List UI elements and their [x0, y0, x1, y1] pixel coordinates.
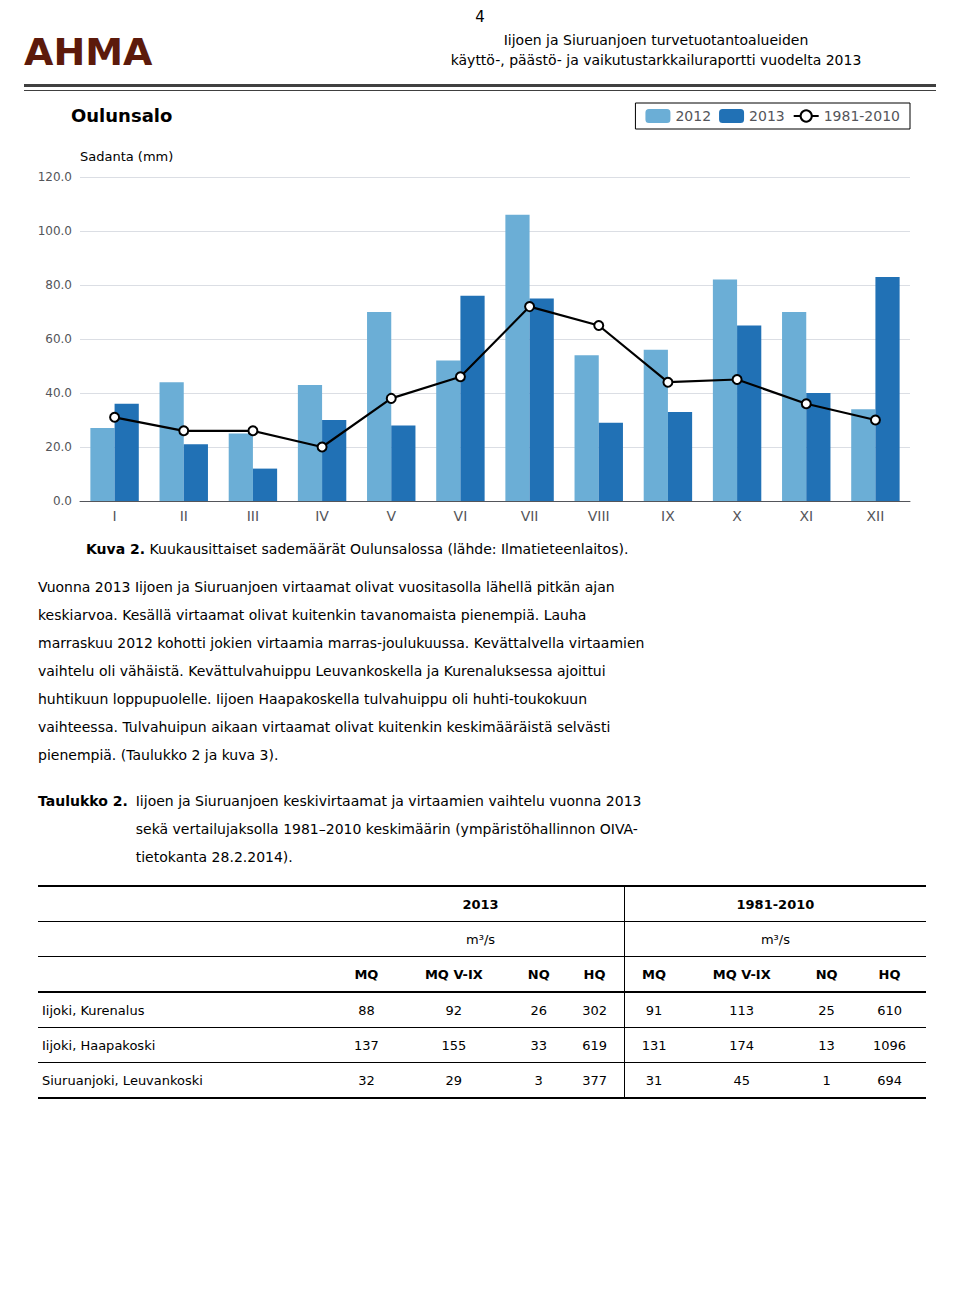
svg-text:20.0: 20.0	[45, 440, 72, 454]
svg-text:2012: 2012	[675, 108, 711, 124]
html-text:Taulukko 2.: Taulukko 2.	[38, 793, 128, 809]
html-text:HQ: HQ	[583, 966, 606, 982]
html-text:AHMA: AHMA	[24, 30, 153, 74]
html-text:vaihtelu oli vähäistä. Kevättu: vaihtelu oli vähäistä. Kevättulvahuippu …	[38, 663, 606, 679]
html-text:610: 610	[877, 1002, 902, 1018]
svg-text:II: II	[180, 508, 188, 524]
svg-text:III: III	[247, 508, 259, 524]
html-text:91: 91	[645, 1002, 663, 1018]
html-text:sekä vertailujaksolla 1981–201: sekä vertailujaksolla 1981–2010 keskimää…	[135, 821, 638, 837]
html-text:m³/s: m³/s	[466, 931, 496, 947]
html-text:tietokanta 28.2.2014).: tietokanta 28.2.2014).	[135, 849, 293, 865]
html-text:32: 32	[358, 1072, 375, 1088]
html-text:Vuonna 2013 Iijoen ja Siuruanj: Vuonna 2013 Iijoen ja Siuruanjoen virtaa…	[38, 579, 615, 595]
html-text:Kuva 2. Kuukausittaiset sademä: Kuva 2. Kuukausittaiset sademäärät Oulun…	[86, 541, 629, 557]
html-text:26: 26	[530, 1002, 547, 1018]
html-text:Iijoki, Kurenalus: Iijoki, Kurenalus	[42, 1002, 145, 1018]
html-text:2013: 2013	[462, 896, 499, 912]
html-text:3: 3	[534, 1072, 543, 1088]
html-text:113: 113	[729, 1002, 755, 1018]
svg-text:IV: IV	[315, 508, 329, 524]
html-text:29: 29	[445, 1072, 463, 1088]
html-text:1096: 1096	[873, 1037, 907, 1053]
html-text:31: 31	[645, 1072, 663, 1088]
svg-text:VIII: VIII	[588, 508, 610, 524]
html-text:MQ: MQ	[354, 966, 379, 982]
svg-text:X: X	[732, 508, 742, 524]
html-text:155: 155	[441, 1037, 467, 1053]
html-text:Iijoki, Haapakoski: Iijoki, Haapakoski	[42, 1037, 156, 1053]
html-text:1981-2010: 1981-2010	[736, 896, 815, 912]
svg-text:80.0: 80.0	[45, 278, 72, 292]
html-text:MQ V-IX: MQ V-IX	[712, 966, 771, 982]
html-text:m³/s: m³/s	[760, 931, 790, 947]
html-text:92: 92	[445, 1002, 463, 1018]
svg-text:100.0: 100.0	[38, 224, 72, 238]
html-text:Iijoen ja Siuruanjoen keskivir: Iijoen ja Siuruanjoen keskivirtaamat ja …	[135, 793, 642, 809]
html-text:NQ: NQ	[815, 966, 838, 982]
html-text:88: 88	[358, 1002, 375, 1018]
html-text:HQ: HQ	[878, 966, 901, 982]
html-text:131: 131	[641, 1037, 667, 1053]
html-text:302: 302	[582, 1002, 607, 1018]
html-text:45: 45	[733, 1072, 750, 1088]
html-text:MQ: MQ	[642, 966, 667, 982]
html-text:MQ V-IX: MQ V-IX	[424, 966, 483, 982]
svg-text:XII: XII	[866, 508, 884, 524]
html-text:13: 13	[818, 1037, 835, 1053]
svg-text:VII: VII	[521, 508, 539, 524]
html-text:Siuruanjoki, Leuvankoski: Siuruanjoki, Leuvankoski	[42, 1072, 203, 1088]
svg-text:Sadanta (mm): Sadanta (mm)	[80, 149, 173, 164]
html-text:174: 174	[729, 1037, 755, 1053]
html-text:33: 33	[530, 1037, 547, 1053]
svg-text:I: I	[113, 508, 117, 524]
html-text:käyttö-, päästö- ja vaikutusta: käyttö-, päästö- ja vaikutustarkkailurap…	[450, 52, 862, 68]
html-text:vaihteessa. Tulvahuipun aikaan: vaihteessa. Tulvahuipun aikaan virtaamat…	[38, 719, 611, 735]
svg-text:0.0: 0.0	[53, 494, 72, 508]
html-text:marraskuu 2012 kohotti jokien: marraskuu 2012 kohotti jokien virtaamia …	[38, 635, 645, 651]
svg-text:60.0: 60.0	[45, 332, 72, 346]
html-text:25: 25	[818, 1002, 835, 1018]
svg-text:1981-2010: 1981-2010	[824, 108, 900, 124]
svg-text:40.0: 40.0	[45, 386, 72, 400]
html-text:137: 137	[354, 1037, 379, 1053]
svg-text:2013: 2013	[749, 108, 785, 124]
svg-text:120.0: 120.0	[38, 170, 72, 184]
svg-text:Oulunsalo: Oulunsalo	[71, 105, 172, 126]
html-text:NQ: NQ	[527, 966, 550, 982]
html-text:377: 377	[582, 1072, 607, 1088]
svg-text:VI: VI	[454, 508, 468, 524]
html-text:Iijoen ja Siuruanjoen turvetuo: Iijoen ja Siuruanjoen turvetuotantoaluei…	[503, 32, 809, 48]
html-text:huhtikuun loppupuolelle. Iijoe: huhtikuun loppupuolelle. Iijoen Haapakos…	[38, 691, 588, 707]
svg-text:V: V	[386, 508, 396, 524]
html-text:4: 4	[475, 8, 485, 26]
html-text:619: 619	[582, 1037, 607, 1053]
html-text:pienempiä. (Taulukko 2 ja kuva: pienempiä. (Taulukko 2 ja kuva 3).	[38, 747, 279, 763]
html-text:1: 1	[822, 1072, 831, 1088]
html-text:694: 694	[877, 1072, 902, 1088]
svg-text:XI: XI	[799, 508, 813, 524]
svg-text:IX: IX	[661, 508, 675, 524]
html-text:keskiarvoa. Kesällä virtaamat: keskiarvoa. Kesällä virtaamat olivat kui…	[38, 607, 587, 623]
